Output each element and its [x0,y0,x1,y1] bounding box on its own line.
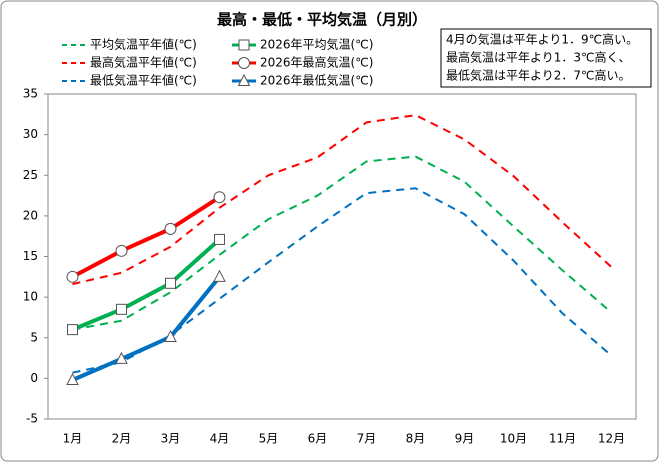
series-line [71,275,222,382]
marker [213,269,226,282]
legend-label: 平均気温平年値(℃) [90,37,197,52]
x-tick-label: 2月 [112,432,132,446]
y-tick-label: 15 [23,249,38,263]
x-tick-label: 5月 [259,432,279,446]
y-tick-label: 10 [23,290,38,304]
series-line [72,155,613,331]
annotation-line: 最低気温は平年より2．7℃高い。 [446,68,631,83]
x-tick-label: 7月 [357,432,377,446]
marker [213,191,226,204]
marker [165,277,176,289]
legend-label: 2026年最高気温(℃) [260,55,373,70]
legend-label: 最低気温平年値(℃) [90,73,197,88]
series-line [72,187,613,374]
x-tick-label: 3月 [161,432,181,446]
x-tick-label: 8月 [406,432,426,446]
series-line [71,195,221,279]
y-tick-label: -5 [26,412,38,426]
y-tick-label: 25 [23,168,38,182]
x-tick-label: 1月 [63,432,83,446]
annotation-line: 4月の気温は平年より1．9℃高い。 [446,32,638,47]
annotation-box [440,28,652,88]
marker [164,222,177,235]
marker [66,372,79,385]
y-tick-label: 35 [23,87,38,101]
legend-label: 2026年最低気温(℃) [260,73,373,88]
marker [164,329,177,342]
series-line [72,114,613,286]
marker [67,324,78,336]
x-tick-label: 9月 [455,432,475,446]
plot-area [47,93,637,420]
marker [237,73,251,86]
marker [66,270,79,283]
x-tick-label: 12月 [598,432,625,446]
marker [115,244,128,257]
marker [116,303,127,315]
x-tick-label: 6月 [308,432,328,446]
y-tick-label: 20 [23,208,38,222]
marker [238,39,250,51]
y-tick-label: 0 [30,371,38,385]
marker [214,233,225,245]
y-tick-label: 30 [23,127,38,141]
series-line [71,237,221,332]
annotation-line: 最高気温は平年より1．3℃高く、 [446,50,631,65]
x-tick-label: 11月 [549,432,576,446]
chart-title: 最高・最低・平均気温（月別） [217,11,427,29]
x-tick-label: 10月 [500,432,527,446]
x-tick-label: 4月 [210,432,230,446]
legend-label: 最高気温平年値(℃) [90,55,197,70]
y-tick-label: 5 [30,330,38,344]
marker [115,351,128,364]
legend-label: 2026年平均気温(℃) [260,37,373,52]
marker [238,57,250,69]
